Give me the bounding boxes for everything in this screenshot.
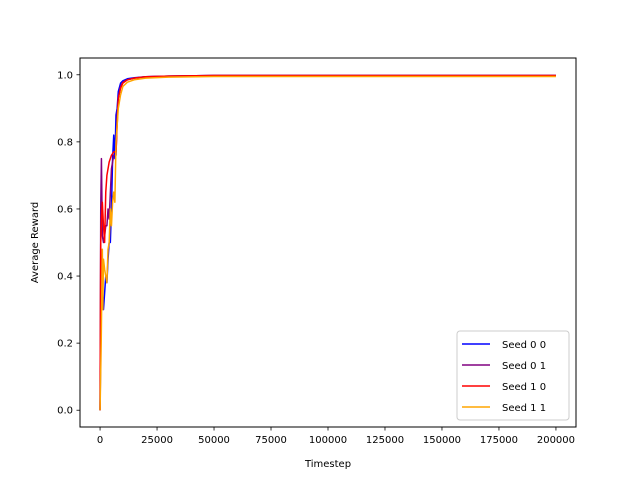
y-tick-label: 0.2 <box>57 339 73 350</box>
x-tick-label: 175000 <box>480 435 518 446</box>
legend-label-1: Seed 0 1 <box>502 361 546 372</box>
legend-box <box>456 330 570 421</box>
y-axis-ticks: 0.0 0.2 0.4 0.6 0.8 1.0 <box>57 70 80 417</box>
x-tick-label: 125000 <box>366 435 404 446</box>
x-axis-ticks: 0 25000 50000 75000 100000 125000 150000 175000… <box>97 427 575 446</box>
x-tick-label: 0 <box>97 435 103 446</box>
x-axis-label: Timestep <box>304 459 351 470</box>
y-tick-label: 0.6 <box>57 204 73 215</box>
x-tick-label: 25000 <box>141 435 173 446</box>
x-tick-label: 200000 <box>537 435 575 446</box>
y-tick-label: 1.0 <box>57 70 73 81</box>
legend: Seed 0 0 Seed 0 1 Seed 1 0 Seed 1 1 <box>456 330 570 421</box>
x-tick-label: 100000 <box>309 435 347 446</box>
y-tick-label: 0.0 <box>57 406 73 417</box>
series-layer <box>99 74 556 411</box>
legend-label-2: Seed 1 0 <box>502 382 546 393</box>
legend-label-3: Seed 1 1 <box>502 403 546 414</box>
y-tick-label: 0.4 <box>57 272 73 283</box>
legend-label-0: Seed 0 0 <box>502 340 546 351</box>
x-tick-label: 50000 <box>198 435 230 446</box>
series-line-3 <box>99 75 556 411</box>
y-axis-label: Average Reward <box>30 202 41 283</box>
y-tick-label: 0.8 <box>57 137 73 148</box>
x-tick-label: 75000 <box>255 435 287 446</box>
x-tick-label: 150000 <box>423 435 461 446</box>
